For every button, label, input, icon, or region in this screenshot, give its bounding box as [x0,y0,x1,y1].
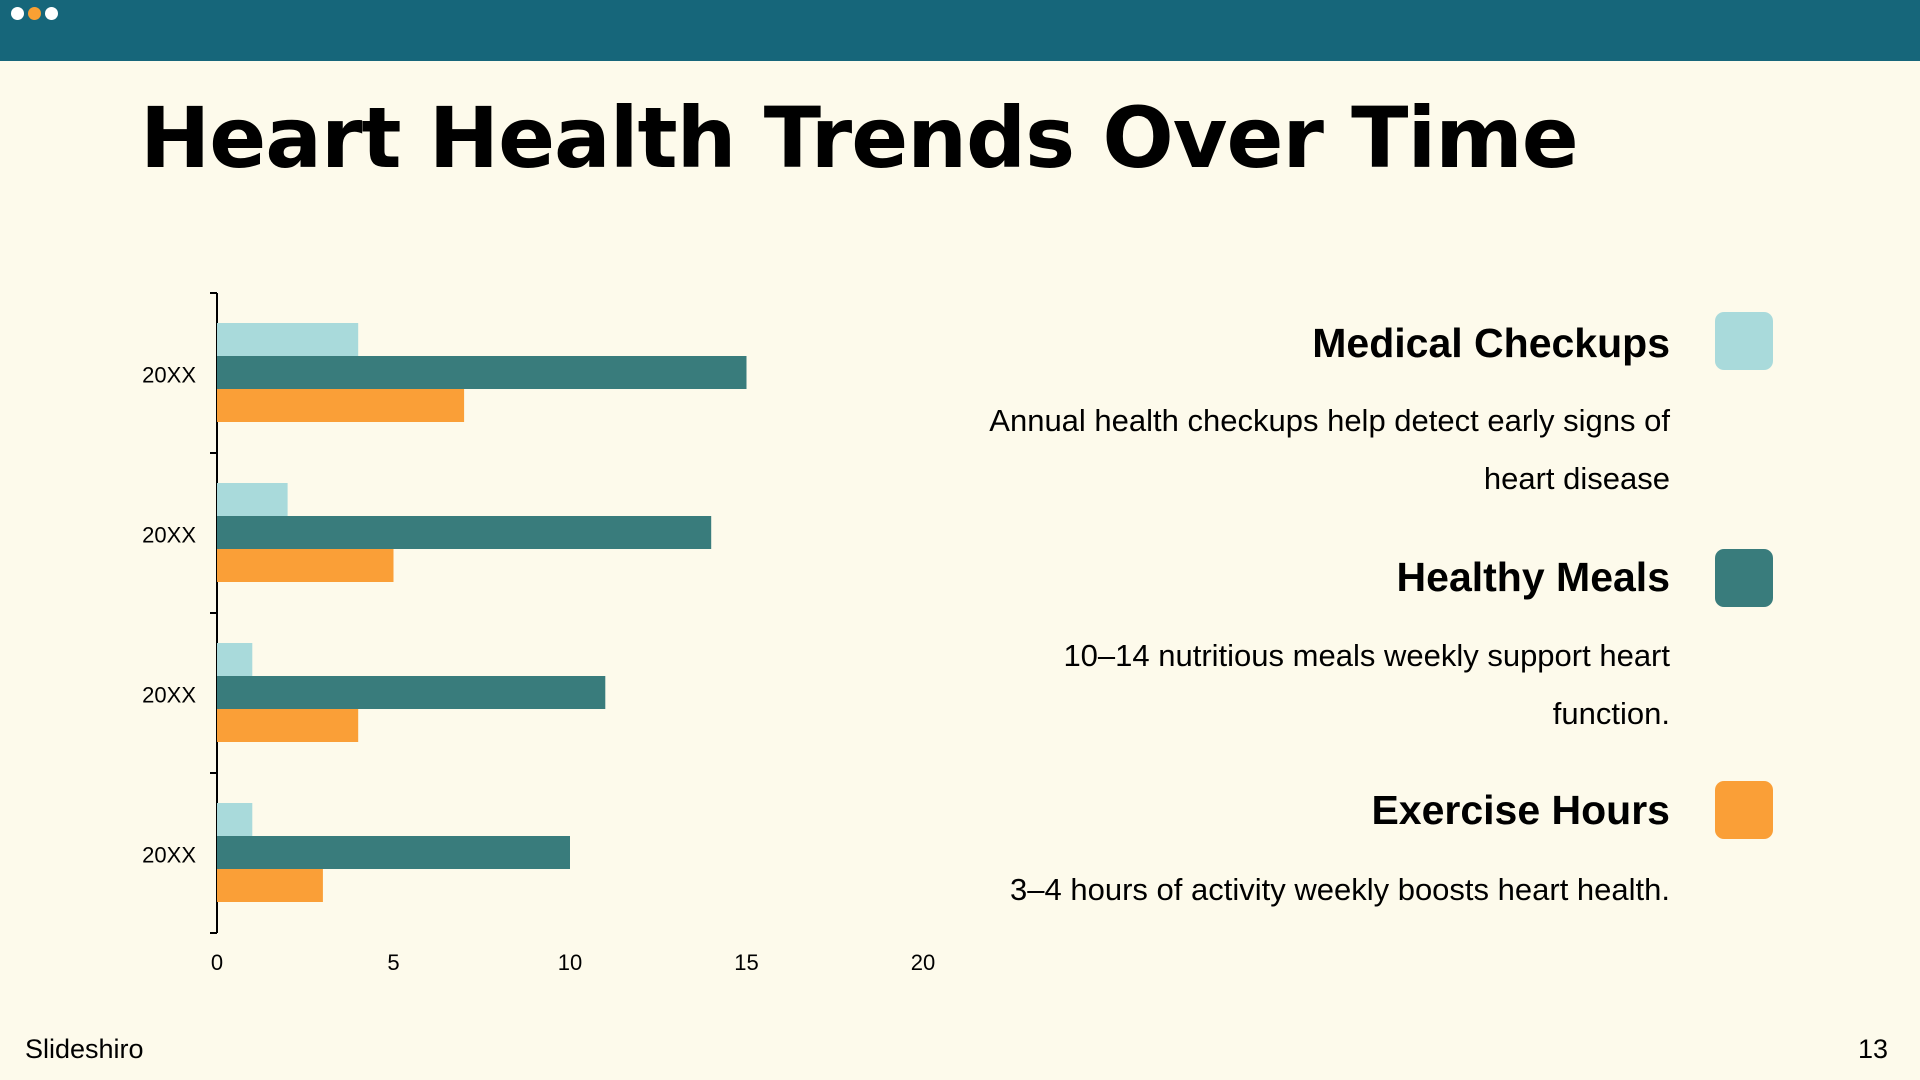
dot-3 [45,7,58,20]
bar [217,803,253,836]
bar [217,709,359,742]
y-tick-label: 20XX [142,523,196,548]
footer-brand: Slideshiro [25,1034,144,1064]
bar [217,389,465,422]
bar [217,549,394,582]
y-tick-label: 20XX [142,363,196,388]
legend-description-healthy-meals: 10–14 nutritious meals weekly support he… [1063,638,1670,731]
legend-title-medical-checkups: Medical Checkups [1312,320,1670,366]
bar [217,643,253,676]
x-tick-label: 20 [911,950,935,975]
bar [217,356,747,389]
legend-title-exercise-hours: Exercise Hours [1371,787,1670,833]
legend-title-healthy-meals: Healthy Meals [1396,554,1670,600]
dot-1 [11,7,24,20]
page-number: 13 [1857,1034,1888,1064]
x-tick-label: 5 [387,950,399,975]
legend-description-exercise-hours: 3–4 hours of activity weekly boosts hear… [1010,872,1670,907]
legend-swatch-healthy-meals [1715,549,1773,607]
slide-title: Heart Health Trends Over Time [140,89,1579,187]
top-bar [0,0,1920,61]
bar [217,516,712,549]
dot-2 [28,7,41,20]
y-tick-label: 20XX [142,843,196,868]
x-tick-label: 15 [734,950,758,975]
bar [217,483,288,516]
bar [217,836,570,869]
window-dots [11,7,58,20]
x-tick-label: 10 [558,950,582,975]
bar-chart: 20XX 20XX 20XX 20XX 0 5 10 15 20 [142,292,935,975]
legend-swatch-medical-checkups [1715,312,1773,370]
bar [217,869,323,902]
y-tick-label: 20XX [142,683,196,708]
bar [217,676,606,709]
bar [217,323,359,356]
legend-swatch-exercise-hours [1715,781,1773,839]
x-tick-label: 0 [211,950,223,975]
legend-description-medical-checkups: Annual health checkups help detect early… [989,403,1670,496]
